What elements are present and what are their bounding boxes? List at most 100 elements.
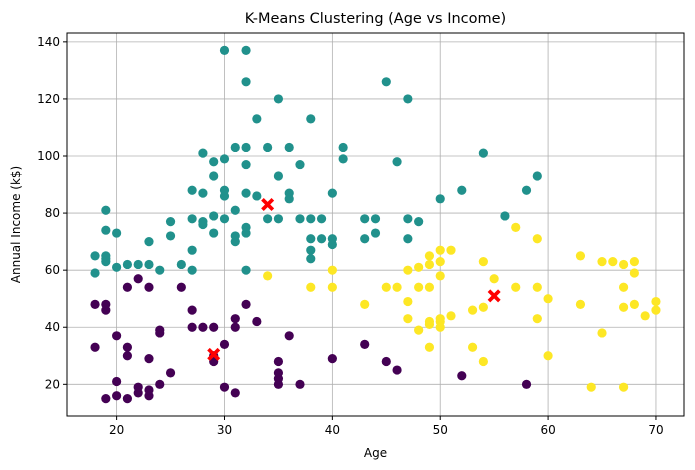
data-point-cluster-0	[360, 339, 370, 349]
data-point-cluster-0	[176, 282, 186, 292]
data-point-cluster-1	[295, 214, 305, 224]
data-point-cluster-1	[219, 154, 230, 164]
data-point-cluster-1	[187, 185, 197, 195]
data-point-cluster-2	[651, 305, 661, 315]
data-point-cluster-1	[360, 214, 370, 224]
data-point-cluster-0	[219, 339, 230, 349]
data-point-cluster-1	[338, 142, 348, 153]
y-tick-label: 80	[45, 206, 60, 220]
data-point-cluster-1	[198, 188, 208, 198]
data-point-cluster-1	[230, 205, 240, 215]
data-point-cluster-1	[241, 265, 251, 275]
data-point-cluster-1	[252, 114, 262, 124]
data-point-cluster-1	[101, 205, 111, 215]
data-point-cluster-2	[618, 282, 629, 292]
data-point-cluster-0	[144, 385, 154, 395]
data-point-cluster-0	[187, 305, 197, 315]
data-point-cluster-2	[435, 257, 445, 267]
data-point-cluster-2	[414, 282, 424, 292]
data-point-cluster-1	[155, 265, 165, 275]
data-point-cluster-1	[306, 214, 316, 224]
data-point-cluster-1	[219, 214, 230, 224]
data-point-cluster-2	[586, 382, 596, 392]
data-point-cluster-1	[306, 234, 316, 244]
data-point-cluster-2	[629, 299, 639, 310]
data-point-cluster-1	[435, 194, 445, 204]
data-point-cluster-0	[90, 299, 100, 310]
data-point-cluster-0	[187, 322, 197, 332]
data-point-cluster-1	[198, 217, 208, 227]
data-point-cluster-2	[424, 251, 435, 261]
data-point-cluster-2	[629, 257, 639, 267]
data-point-cluster-1	[327, 234, 337, 244]
data-point-cluster-2	[327, 282, 337, 292]
plot-frame	[66, 32, 685, 417]
data-point-cluster-1	[165, 231, 176, 241]
data-point-cluster-1	[241, 77, 251, 87]
data-point-cluster-1	[90, 251, 100, 261]
data-point-cluster-0	[122, 351, 133, 361]
data-point-cluster-2	[640, 311, 650, 321]
data-point-cluster-1	[306, 114, 316, 124]
data-point-cluster-2	[392, 282, 402, 292]
data-point-cluster-2	[435, 245, 445, 255]
data-point-cluster-2	[618, 259, 629, 270]
data-point-cluster-1	[176, 259, 186, 270]
data-point-cluster-0	[209, 322, 219, 332]
data-point-cluster-2	[532, 234, 542, 244]
data-point-cluster-1	[241, 159, 251, 170]
x-tick-label: 60	[540, 423, 555, 437]
data-point-cluster-2	[575, 299, 586, 310]
data-point-cluster-0	[133, 382, 143, 392]
data-point-cluster-1	[101, 251, 111, 261]
centroid-marker	[261, 198, 275, 212]
x-tick-label: 50	[433, 423, 448, 437]
data-point-cluster-1	[273, 214, 284, 224]
data-point-cluster-1	[403, 234, 413, 244]
data-point-cluster-1	[338, 154, 348, 164]
data-point-cluster-1	[241, 45, 251, 56]
data-point-cluster-1	[360, 234, 370, 244]
data-point-cluster-1	[230, 142, 240, 153]
data-point-cluster-2	[618, 382, 629, 392]
data-point-cluster-1	[90, 268, 100, 278]
data-point-cluster-2	[435, 314, 445, 324]
data-point-cluster-2	[478, 302, 488, 312]
data-point-cluster-1	[263, 142, 273, 153]
y-tick-label: 120	[37, 92, 60, 106]
y-tick-label: 140	[37, 35, 60, 49]
data-point-cluster-2	[381, 282, 391, 292]
data-point-cluster-0	[122, 393, 133, 404]
grid	[67, 33, 684, 416]
data-point-cluster-0	[112, 391, 122, 401]
data-point-cluster-0	[112, 331, 122, 341]
data-point-cluster-1	[101, 225, 111, 235]
data-point-cluster-1	[241, 142, 251, 153]
data-point-cluster-2	[414, 325, 424, 335]
data-point-cluster-1	[500, 211, 510, 221]
y-axis-ticks: 20 40 60 80 100 120 140	[37, 35, 67, 391]
data-point-cluster-2	[543, 294, 553, 304]
data-point-cluster-0	[155, 379, 165, 389]
x-axis-ticks: 20 30 40 50 60 70	[109, 416, 664, 437]
centroids	[207, 198, 501, 361]
data-point-cluster-1	[521, 185, 532, 195]
data-points	[90, 45, 661, 404]
data-point-cluster-0	[165, 368, 176, 378]
y-tick-label: 40	[45, 320, 60, 334]
data-point-cluster-1	[370, 214, 381, 224]
data-point-cluster-0	[392, 365, 402, 375]
data-point-cluster-0	[284, 331, 294, 341]
data-point-cluster-2	[543, 351, 553, 361]
data-point-cluster-1	[403, 214, 413, 224]
data-point-cluster-0	[122, 282, 133, 292]
data-point-cluster-2	[467, 305, 478, 315]
data-point-cluster-1	[133, 259, 143, 270]
data-point-cluster-1	[532, 171, 542, 181]
data-point-cluster-1	[316, 214, 327, 224]
data-point-cluster-0	[327, 354, 337, 364]
data-point-cluster-0	[273, 356, 284, 367]
data-point-cluster-2	[467, 342, 478, 352]
data-point-cluster-2	[608, 257, 618, 267]
